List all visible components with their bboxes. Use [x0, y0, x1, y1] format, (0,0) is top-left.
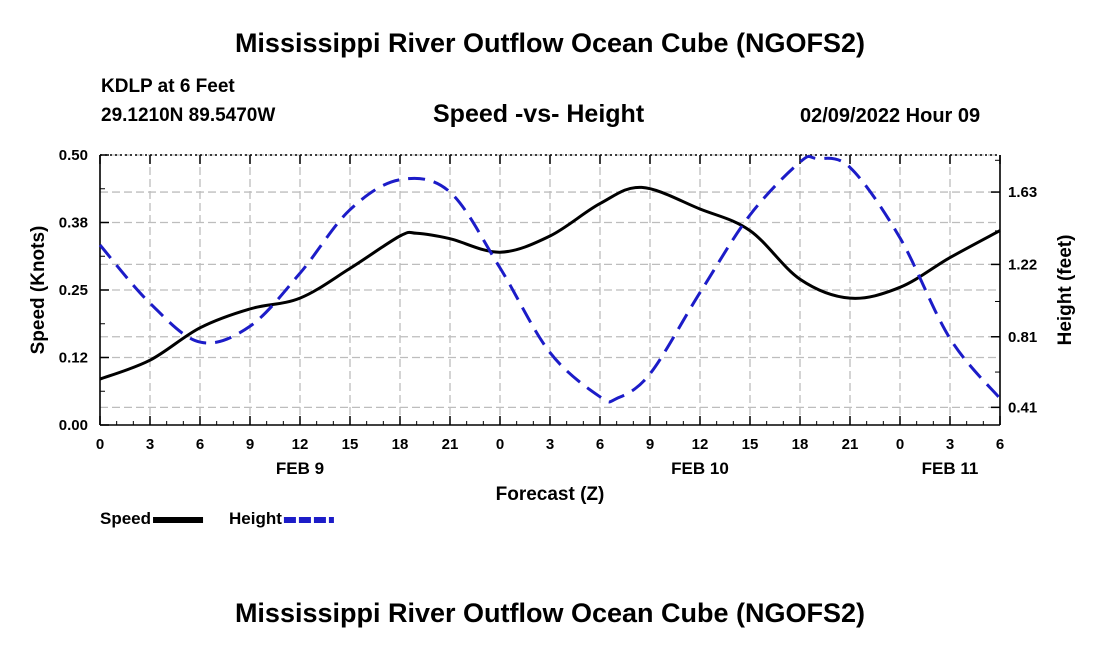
x-tick-label: 0	[496, 436, 504, 453]
y-axis-label: Speed (Knots)	[28, 226, 49, 355]
y2-tick-label: 0.41	[1008, 399, 1037, 416]
y2-axis-label: Height (feet)	[1055, 235, 1076, 346]
y2-tick-label: 0.81	[1008, 329, 1037, 346]
date-label: FEB 10	[671, 459, 729, 478]
x-tick-label: 21	[842, 436, 859, 453]
x-tick-label: 9	[246, 436, 254, 453]
x-tick-label: 6	[596, 436, 604, 453]
x-tick-label: 0	[896, 436, 904, 453]
date-label: FEB 11	[922, 459, 979, 478]
station-coordinates: 29.1210N 89.5470W	[101, 105, 276, 126]
main-title: Mississippi River Outflow Ocean Cube (NG…	[234, 28, 866, 58]
x-tick-label: 3	[146, 436, 154, 453]
chart-subtitle: Speed -vs- Height	[433, 100, 645, 128]
x-tick-label: 21	[442, 436, 459, 453]
y-tick-label: 0.25	[59, 282, 88, 299]
y-tick-label: 0.38	[59, 215, 88, 232]
x-axis-label: Forecast (Z)	[496, 484, 605, 505]
y2-tick-label: 1.22	[1008, 256, 1037, 273]
x-tick-label: 12	[292, 436, 309, 453]
forecast-datetime: 02/09/2022 Hour 09	[800, 105, 981, 127]
x-tick-label: 3	[946, 436, 954, 453]
x-tick-label: 15	[342, 436, 359, 453]
x-tick-label: 6	[196, 436, 204, 453]
x-tick-label: 0	[96, 436, 104, 453]
x-tick-label: 18	[792, 436, 809, 453]
series-line-speed	[99, 185, 1001, 381]
station-label: KDLP at 6 Feet	[101, 76, 235, 97]
date-label: FEB 9	[276, 459, 324, 478]
x-tick-label: 12	[692, 436, 709, 453]
y2-tick-label: 1.63	[1008, 184, 1037, 201]
footer-title: Mississippi River Outflow Ocean Cube (NG…	[234, 598, 866, 628]
x-tick-label: 3	[546, 436, 554, 453]
y-tick-label: 0.50	[59, 147, 88, 164]
legend-label-speed: Speed	[100, 509, 151, 528]
y-tick-label: 0.00	[59, 417, 88, 434]
x-tick-label: 18	[392, 436, 409, 453]
x-tick-label: 15	[742, 436, 759, 453]
series-line-height	[98, 154, 1002, 404]
y-tick-label: 0.12	[59, 350, 88, 367]
x-tick-label: 9	[646, 436, 654, 453]
x-tick-label: 6	[996, 436, 1004, 453]
legend-label-height: Height	[229, 509, 282, 528]
